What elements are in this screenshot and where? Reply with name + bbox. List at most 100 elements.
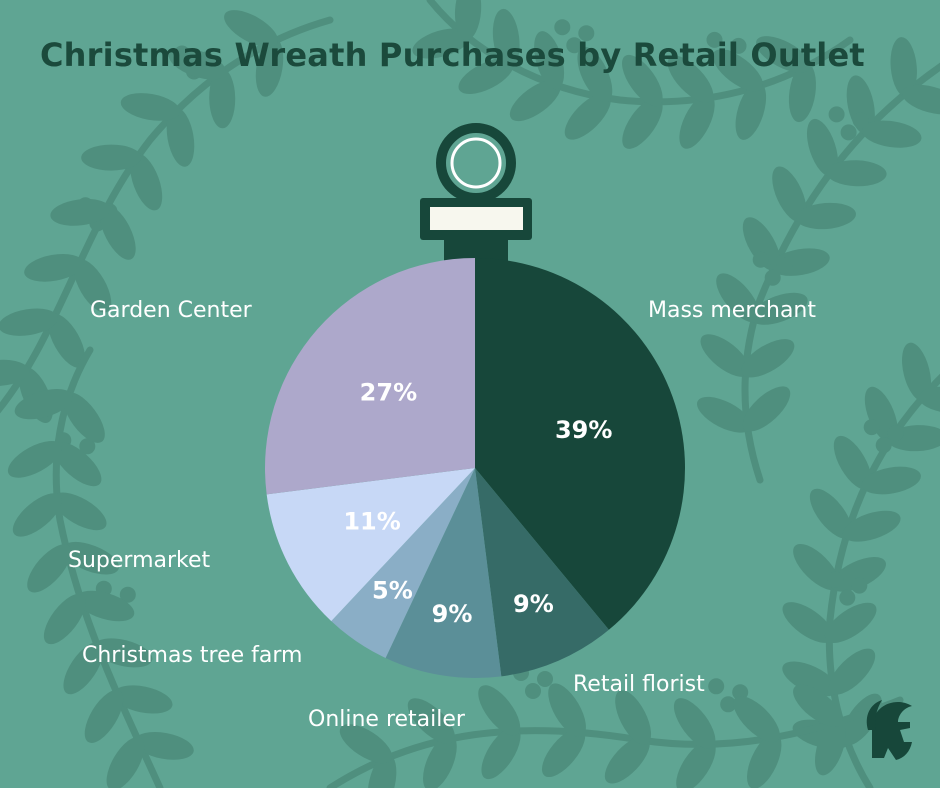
laurel-leaf xyxy=(7,441,63,478)
laurel-leaf xyxy=(890,37,917,97)
laurel-leaf xyxy=(667,55,714,103)
laurel-leaf xyxy=(901,84,940,115)
ornament-hanger-icon xyxy=(420,123,532,270)
pie-value-label: 27% xyxy=(360,379,417,407)
laurel-leaf xyxy=(423,734,457,788)
laurel-leaf xyxy=(458,58,514,95)
laurel-berry xyxy=(732,684,749,701)
pie-slice-garden-center xyxy=(265,258,475,495)
laurel-leaf xyxy=(50,198,111,226)
laurel-leaf xyxy=(509,79,561,122)
laurel-berry xyxy=(828,106,845,123)
laurel-leaf xyxy=(796,202,856,230)
pie-category-label: Mass merchant xyxy=(648,298,816,323)
laurel-leaf xyxy=(84,690,124,743)
laurel-leaf xyxy=(742,217,781,271)
laurel-leaf xyxy=(700,334,751,377)
laurel-leaf xyxy=(747,733,782,788)
laurel-leaf xyxy=(113,685,173,714)
pie-category-label: Online retailer xyxy=(308,707,465,732)
laurel-leaf xyxy=(833,435,872,490)
laurel-leaf xyxy=(166,107,195,167)
laurel-leaf xyxy=(696,396,752,433)
laurel-berry xyxy=(566,37,583,54)
laurel-leaf xyxy=(12,493,62,537)
laurel-leaf xyxy=(806,118,838,177)
laurel-leaf xyxy=(541,727,586,778)
laurel-leaf xyxy=(673,698,716,749)
laurel-berry xyxy=(764,269,781,286)
laurel-leaf xyxy=(412,28,471,59)
laurel-leaf xyxy=(564,93,611,140)
laurel-leaf xyxy=(120,93,181,121)
laurel-leaf xyxy=(788,62,816,123)
laurel-leaf xyxy=(53,441,102,487)
laurel-leaf xyxy=(622,54,663,107)
laurel-leaf xyxy=(741,339,795,378)
pie-slice-mass-merchant xyxy=(475,258,686,630)
laurel-berry xyxy=(851,577,868,594)
laurel-leaf xyxy=(76,590,135,622)
laurel-leaf xyxy=(339,724,393,764)
pie-slice-online-retailer xyxy=(385,468,502,678)
laurel-berry xyxy=(79,438,96,455)
spartan-helmet-logo xyxy=(866,700,912,760)
laurel-leaf xyxy=(782,661,838,697)
pie-slice-retail-florist xyxy=(475,468,609,677)
laurel-leaf xyxy=(679,93,715,149)
laurel-leaf xyxy=(828,648,876,695)
laurel-leaf xyxy=(24,254,84,282)
laurel-leaf xyxy=(53,492,107,531)
laurel-leaf xyxy=(130,153,163,211)
laurel-berry xyxy=(827,571,844,588)
laurel-leaf xyxy=(733,696,780,743)
laurel-leaf xyxy=(577,46,613,103)
laurel-leaf xyxy=(772,166,807,223)
laurel-leaf xyxy=(224,10,278,48)
laurel-leaf xyxy=(62,541,120,575)
laurel-berry xyxy=(875,437,892,454)
laurel-berry xyxy=(578,25,595,42)
laurel-leaf xyxy=(63,392,105,443)
laurel-leaf xyxy=(902,342,932,402)
laurel-leaf xyxy=(454,0,482,41)
laurel-leaf xyxy=(548,683,586,737)
laurel-leaf xyxy=(407,698,455,744)
laurel-leaf xyxy=(99,204,136,260)
laurel-berry xyxy=(537,671,553,687)
laurel-berry xyxy=(730,37,747,54)
laurel-leaf xyxy=(534,31,565,90)
laurel-leaf xyxy=(815,717,846,776)
laurel-leaf xyxy=(918,386,940,414)
laurel-leaf xyxy=(14,389,73,420)
laurel-leaf xyxy=(0,359,30,387)
chart-title: Christmas Wreath Purchases by Retail Out… xyxy=(40,36,865,74)
laurel-leaf xyxy=(782,602,834,643)
pie-value-label: 9% xyxy=(513,590,554,618)
laurel-leaf xyxy=(824,602,877,643)
laurel-leaf xyxy=(615,690,652,745)
laurel-leaf xyxy=(73,259,112,313)
laurel-leaf xyxy=(716,273,760,323)
pie-category-label: Christmas tree farm xyxy=(82,643,303,668)
laurel-leaf xyxy=(93,638,153,668)
laurel-berry xyxy=(839,589,856,606)
laurel-leaf xyxy=(63,642,104,695)
laurel-berry xyxy=(887,425,904,442)
laurel-berry xyxy=(706,31,723,48)
laurel-branch-5 xyxy=(426,0,854,106)
laurel-leaf xyxy=(793,684,843,727)
pie-value-label: 9% xyxy=(432,600,473,628)
laurel-berry xyxy=(776,257,793,274)
laurel-leaf xyxy=(742,386,791,432)
laurel-leaf xyxy=(134,732,194,760)
laurel-berry xyxy=(720,696,737,713)
laurel-leaf xyxy=(0,308,58,336)
laurel-leaf xyxy=(48,313,86,368)
laurel-leaf xyxy=(492,8,520,69)
laurel-leaf xyxy=(168,47,226,80)
laurel-leaf xyxy=(756,36,811,73)
laurel-leaf xyxy=(481,726,521,780)
laurel-leaf xyxy=(830,557,886,592)
